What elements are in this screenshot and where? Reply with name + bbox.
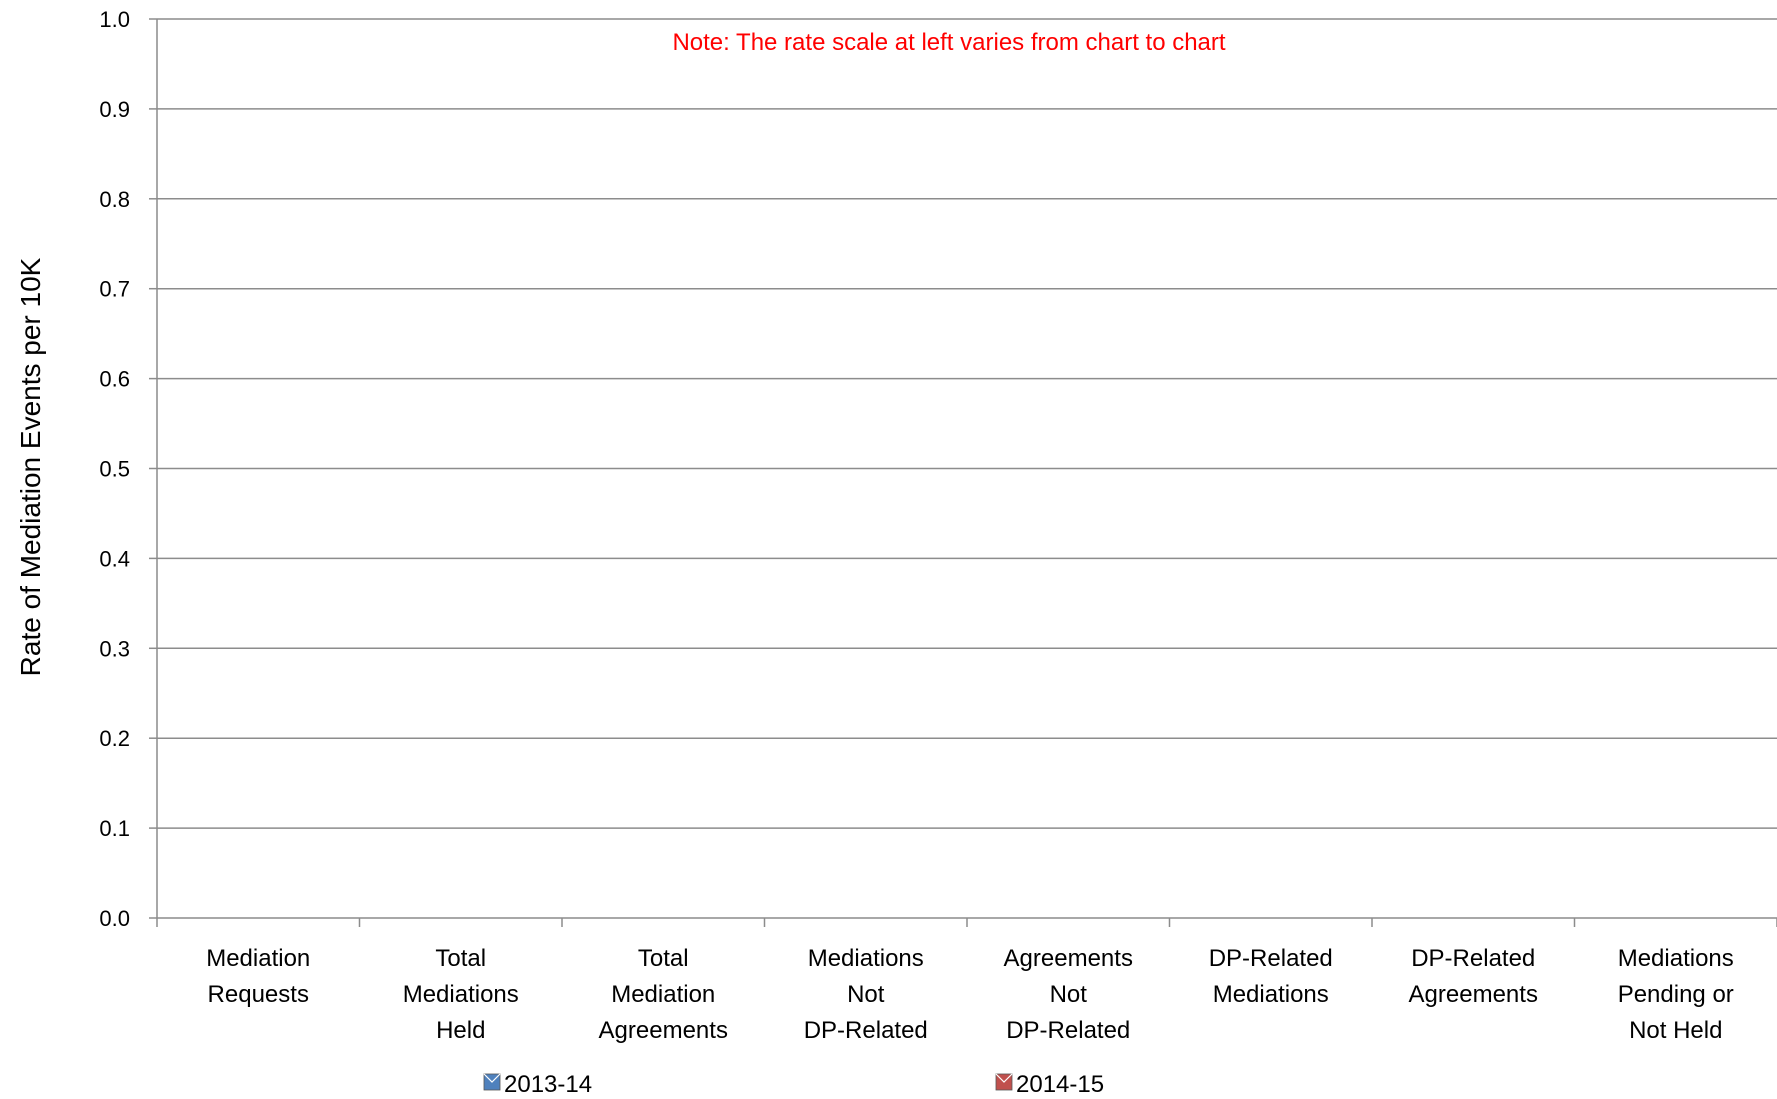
y-tick-label: 0.8: [99, 187, 130, 212]
y-tick-label: 0.4: [99, 546, 130, 571]
legend-label: 2013-14: [504, 1071, 592, 1098]
y-tick-label: 0.3: [99, 636, 130, 661]
legend-swatch-highlight: [483, 1073, 501, 1083]
y-tick-label: 0.2: [99, 726, 130, 751]
legend-item: 2013-14: [483, 1071, 592, 1098]
y-tick-label: 0.7: [99, 277, 130, 302]
y-tick-label: 1.0: [99, 7, 130, 32]
legend-label: 2014-15: [1016, 1071, 1104, 1098]
x-category-label: DP-Related Agreements: [1409, 945, 1538, 1008]
legend: 2013-14 2014-15: [483, 1071, 1104, 1098]
y-tick-labels: 0.0 0.1 0.2 0.3 0.4 0.5 0.6 0.7 0.8 0.9 1.0: [99, 7, 130, 931]
chart-note: Note: The rate scale at left varies from…: [672, 29, 1225, 56]
x-category-label: Mediation Requests: [206, 945, 310, 1008]
y-tick-label: 0.6: [99, 367, 130, 392]
x-category-label: Agreements Not DP-Related: [1004, 945, 1133, 1044]
legend-item: 2014-15: [995, 1071, 1104, 1098]
grid-lines: [157, 18, 1777, 829]
x-category-label: Mediations Not DP-Related: [804, 945, 928, 1044]
axes: [149, 18, 1777, 927]
y-tick-label: 0.9: [99, 97, 130, 122]
x-category-label: Mediations Pending or Not Held: [1618, 945, 1734, 1044]
x-category-label: Total Mediation Agreements: [599, 945, 728, 1044]
y-axis-label: Rate of Mediation Events per 10K: [15, 257, 46, 676]
x-category-label: Total Mediations Held: [403, 945, 519, 1044]
y-tick-label: 0.0: [99, 906, 130, 931]
x-category-labels: Mediation Requests Total Mediations Held Tota…: [206, 945, 1734, 1044]
legend-swatch-highlight: [995, 1073, 1013, 1083]
x-category-label: DP-Related Mediations: [1209, 945, 1333, 1008]
y-tick-label: 0.1: [99, 816, 130, 841]
y-tick-label: 0.5: [99, 457, 130, 482]
